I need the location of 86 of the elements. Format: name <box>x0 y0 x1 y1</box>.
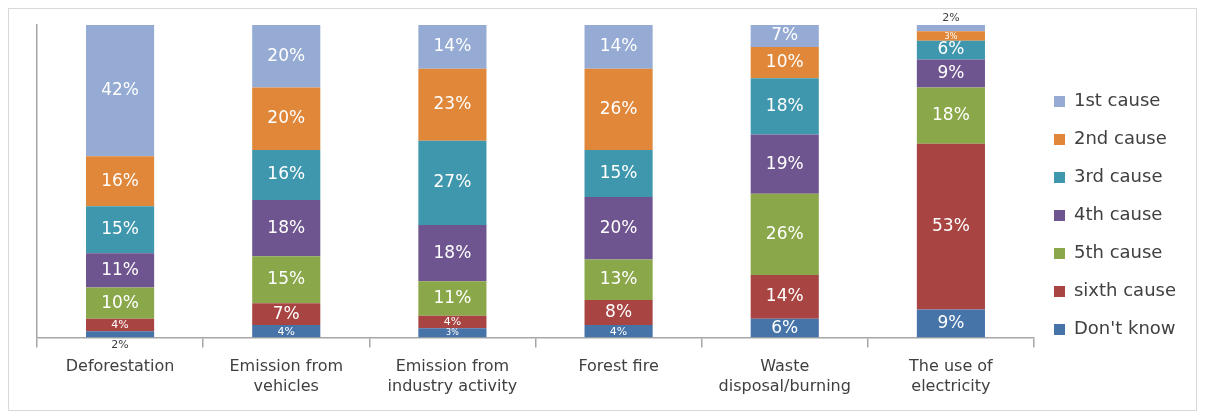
bar <box>86 25 155 157</box>
x-tick-label: Waste disposal/burning <box>718 356 851 395</box>
bar <box>418 281 487 316</box>
data-label: 20% <box>267 107 306 128</box>
bar <box>252 87 321 151</box>
data-label: 14% <box>599 35 638 56</box>
data-label: 9% <box>937 61 965 82</box>
data-label: 16% <box>267 163 306 184</box>
legend-label: 4th cause <box>1073 203 1163 225</box>
data-label: 15% <box>267 268 306 289</box>
data-label: 14% <box>765 285 804 306</box>
data-label: 10% <box>765 50 804 71</box>
data-label: 18% <box>433 241 472 262</box>
bar <box>916 87 985 144</box>
data-label: 2% <box>942 10 960 24</box>
data-label: 8% <box>605 301 633 322</box>
data-label: 10% <box>101 291 139 312</box>
legend-label: 2nd cause <box>1073 127 1167 149</box>
bar <box>916 25 985 32</box>
bar <box>584 25 653 69</box>
data-label: 4% <box>277 324 295 338</box>
bar <box>750 25 819 47</box>
bar <box>418 225 487 282</box>
legend-label: sixth cause <box>1073 279 1177 301</box>
data-label: 18% <box>267 216 306 237</box>
bar <box>418 140 487 226</box>
bar <box>252 25 321 88</box>
legend-label: 3rd cause <box>1073 165 1163 187</box>
bar <box>86 206 155 254</box>
data-label: 23% <box>433 93 472 114</box>
data-label: 18% <box>765 94 804 115</box>
bar <box>584 68 653 151</box>
x-tick-label: The use of electricity <box>908 356 994 395</box>
bar <box>916 143 985 310</box>
data-label: 20% <box>599 216 638 237</box>
bar <box>584 196 653 260</box>
data-label: 27% <box>433 171 472 192</box>
data-label: 19% <box>765 152 804 173</box>
data-label: 26% <box>765 222 804 243</box>
x-tick-label: Forest fire <box>578 356 659 376</box>
data-label: 14% <box>433 35 472 56</box>
bar <box>86 156 155 207</box>
x-tick-label: Emission from vehicles <box>229 356 344 395</box>
data-label: 4% <box>111 318 129 332</box>
data-label: 7% <box>771 24 799 45</box>
data-label: 15% <box>599 161 638 182</box>
x-tick-label: Deforestation <box>65 356 175 376</box>
data-label: 26% <box>599 97 638 118</box>
legend-label: 5th cause <box>1073 241 1163 263</box>
data-label: 2% <box>111 338 129 352</box>
bar <box>86 331 155 338</box>
bar <box>418 25 487 69</box>
bar <box>252 150 321 201</box>
legend-label: 1st cause <box>1073 89 1161 111</box>
bar <box>252 256 321 304</box>
data-label: 3% <box>446 328 460 338</box>
bar <box>916 31 985 41</box>
bar <box>418 68 487 141</box>
data-label: 6% <box>771 316 799 337</box>
bar <box>584 259 653 301</box>
bar <box>584 150 653 197</box>
data-label: 42% <box>101 79 139 100</box>
data-label: 9% <box>937 311 965 332</box>
data-label: 4% <box>443 315 462 329</box>
bar <box>750 193 819 276</box>
data-label: 53% <box>932 215 970 236</box>
data-label: 11% <box>101 258 139 279</box>
data-label: 6% <box>937 38 965 59</box>
data-label: 13% <box>599 268 638 289</box>
data-label: 11% <box>433 286 472 307</box>
data-label: 4% <box>609 324 628 338</box>
data-label: 7% <box>272 302 300 323</box>
data-label: 3% <box>944 31 958 41</box>
data-label: 15% <box>101 218 139 239</box>
bar <box>916 59 985 88</box>
data-label: 18% <box>932 104 970 125</box>
bar <box>252 200 321 257</box>
data-label: 16% <box>101 169 139 190</box>
bar <box>86 253 155 288</box>
x-tick-label: Emission from industry activity <box>387 356 518 395</box>
bar <box>252 303 321 326</box>
bar <box>750 134 819 194</box>
bar <box>750 78 819 135</box>
legend-label: Don't know <box>1073 317 1176 339</box>
bar <box>750 275 819 319</box>
data-label: 20% <box>267 44 306 65</box>
